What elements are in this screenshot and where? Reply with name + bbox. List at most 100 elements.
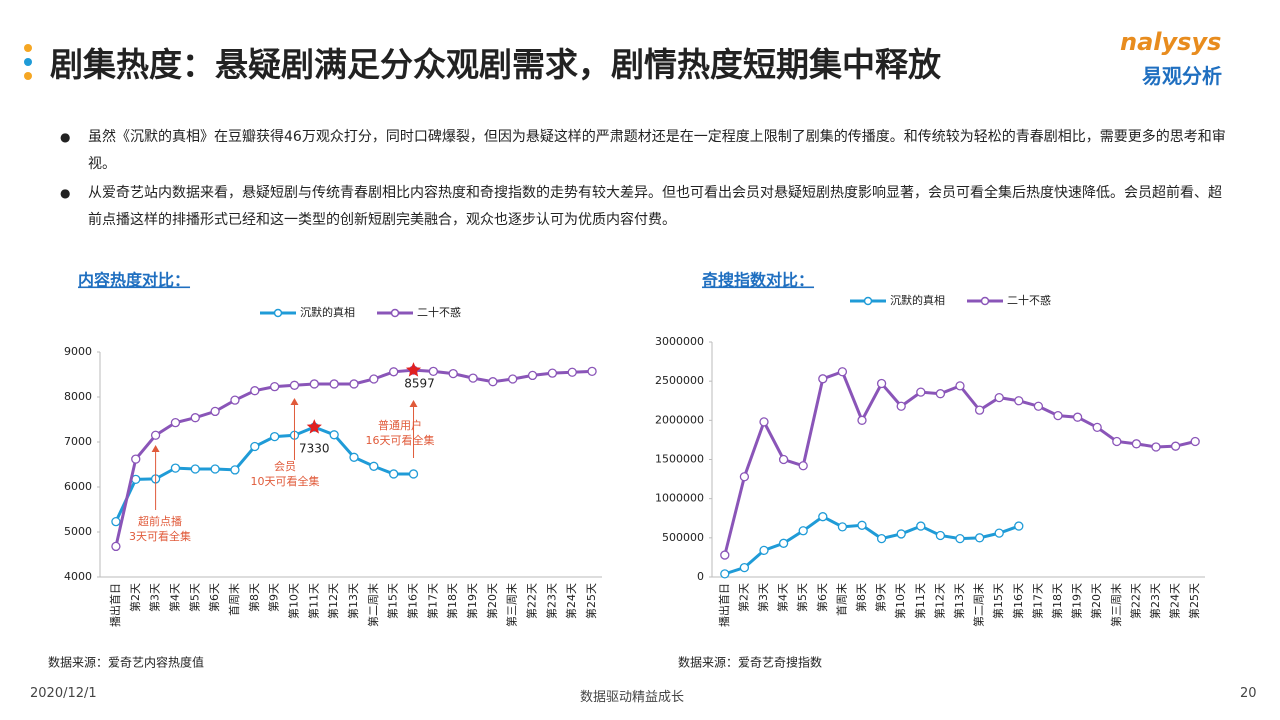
y-tick-label: 4000 (64, 570, 92, 583)
point (720, 550, 730, 560)
point (798, 461, 808, 471)
point (1112, 436, 1122, 447)
x-tick-label: 第3天 (756, 583, 770, 612)
point (369, 374, 379, 384)
point (916, 521, 926, 531)
arrow-head (409, 400, 418, 407)
x-tick-label: 第11天 (306, 583, 320, 619)
point (818, 374, 828, 384)
point (111, 517, 121, 527)
annotation: 16天可看全集 (366, 433, 435, 447)
x-tick-label: 第25天 (584, 583, 598, 619)
point (974, 405, 985, 415)
x-tick-label: 第15天 (386, 583, 400, 619)
value-label: 7330 (299, 442, 330, 456)
x-tick-label: 第4天 (167, 583, 181, 612)
x-tick-label: 第8天 (247, 583, 261, 612)
y-tick-label: 500000 (662, 531, 704, 544)
point (448, 368, 458, 379)
point (250, 441, 260, 452)
point (778, 454, 789, 465)
point (369, 461, 379, 471)
x-tick-label: 第16天 (406, 583, 420, 619)
x-tick-label: 第19天 (1070, 583, 1084, 619)
point (974, 533, 985, 543)
chart-title: 内容热度对比： (78, 271, 190, 290)
point (567, 367, 577, 377)
annotation: 超前点播 (138, 514, 182, 528)
point (739, 562, 750, 573)
point (230, 395, 240, 405)
point (488, 377, 498, 387)
point (857, 415, 867, 425)
annotation: 会员 (274, 460, 296, 473)
title: 剧集热度：悬疑剧满足分众观剧需求，剧情热度短期集中释放 (50, 45, 941, 84)
x-tick-label: 第10天 (893, 583, 907, 619)
point (759, 545, 769, 556)
point (349, 379, 359, 389)
x-tick-label: 播出首日 (717, 583, 731, 627)
legend-marker (390, 308, 400, 318)
point (818, 512, 828, 522)
point (170, 463, 181, 473)
legend-label: 二十不惑 (417, 305, 461, 319)
point (269, 381, 280, 392)
point (935, 530, 946, 541)
point (955, 381, 965, 391)
x-tick-label: 第13天 (346, 583, 360, 619)
x-tick-label: 第二周末 (366, 583, 380, 627)
x-tick-label: 第二周末 (972, 583, 986, 627)
x-tick-label: 第20天 (1089, 583, 1103, 619)
point (170, 417, 181, 428)
point (1014, 396, 1024, 406)
x-tick-label: 第25天 (1187, 583, 1201, 619)
x-tick-label: 第9天 (267, 583, 281, 612)
x-tick-label: 第5天 (795, 583, 809, 612)
point (428, 366, 439, 377)
x-tick-label: 第12天 (326, 583, 340, 619)
x-tick-label: 第10天 (286, 583, 300, 619)
x-tick-label: 第17天 (425, 583, 439, 619)
point (1033, 401, 1044, 411)
deco (24, 72, 32, 80)
point (1170, 441, 1181, 451)
point (289, 380, 300, 390)
point (408, 469, 419, 479)
point (309, 379, 319, 389)
deco (24, 58, 32, 66)
x-tick-label: 第6天 (207, 583, 221, 612)
legend-label: 沉默的真相 (300, 305, 355, 319)
point (857, 520, 867, 530)
annotation: 普通用户 (378, 418, 422, 432)
x-tick-label: 第16天 (1011, 583, 1025, 619)
point (1014, 521, 1024, 531)
point (896, 529, 906, 539)
point (876, 378, 887, 389)
legend-label: 沉默的真相 (890, 293, 945, 307)
x-tick-label: 第8天 (854, 583, 868, 612)
arrow-head (151, 445, 160, 452)
x-tick-label: 第13天 (952, 583, 966, 619)
y-tick-label: 9000 (64, 345, 92, 358)
x-tick-label: 第12天 (932, 583, 946, 619)
legend-marker (273, 308, 283, 318)
x-tick-label: 播出首日 (108, 583, 122, 627)
slogan: 数据驱动精益成长 (580, 690, 685, 705)
y-tick-label: 0 (697, 570, 704, 583)
x-tick-label: 第20天 (485, 583, 499, 619)
x-tick-label: 第2天 (736, 583, 750, 612)
x-tick-label: 第6天 (815, 583, 829, 612)
x-tick-label: 第24天 (564, 583, 578, 619)
point (896, 401, 906, 411)
x-tick-label: 第18天 (1050, 583, 1064, 619)
x-tick-label: 第11天 (913, 583, 927, 619)
series-line (114, 425, 414, 523)
page: 20 (1240, 686, 1257, 701)
point (1053, 410, 1063, 421)
deco (24, 44, 32, 52)
point (210, 406, 220, 417)
point (1190, 436, 1200, 447)
point (547, 368, 558, 378)
point (389, 367, 399, 377)
